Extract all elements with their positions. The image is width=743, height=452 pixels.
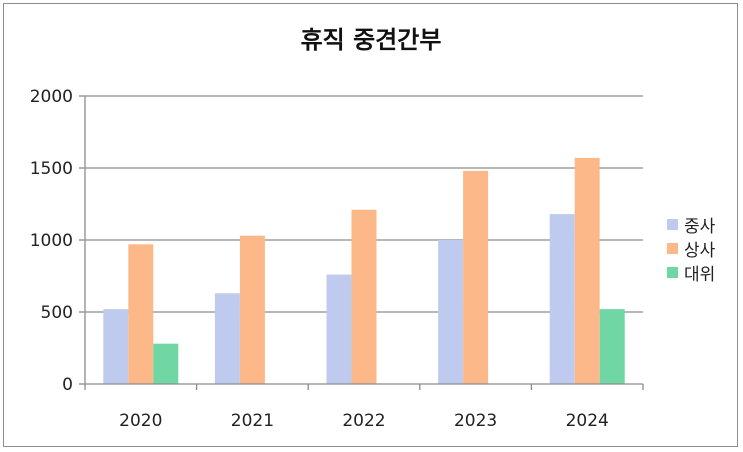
y-tick-label: 2000 bbox=[30, 87, 73, 107]
y-tick-label: 0 bbox=[62, 375, 73, 395]
bar-상사-2023 bbox=[463, 170, 489, 384]
legend-swatch-상사 bbox=[667, 243, 678, 254]
legend-label: 대위 bbox=[684, 265, 715, 285]
legend-swatch-대위 bbox=[667, 267, 678, 278]
bar-상사-2022 bbox=[351, 209, 377, 384]
x-tick-label: 2022 bbox=[342, 411, 385, 431]
x-axis-ticks: 2020 2021 2022 2023 2024 bbox=[84, 384, 644, 431]
bar-대위-2024 bbox=[599, 309, 625, 384]
bar-중사-2022 bbox=[326, 274, 352, 384]
bars bbox=[103, 157, 625, 384]
x-tick-label: 2020 bbox=[119, 411, 162, 431]
legend-label: 중사 bbox=[684, 217, 716, 237]
x-tick-label: 2021 bbox=[231, 411, 274, 431]
bar-대위-2020 bbox=[153, 343, 179, 384]
bar-중사-2021 bbox=[214, 293, 240, 384]
x-tick-label: 2023 bbox=[454, 411, 497, 431]
chart-title: 휴직 중견간부 bbox=[301, 26, 442, 54]
y-tick-label: 1500 bbox=[30, 159, 73, 179]
bar-중사-2024 bbox=[549, 214, 575, 384]
bar-상사-2021 bbox=[239, 235, 265, 384]
legend-label: 상사 bbox=[684, 241, 716, 261]
y-axis-ticks: 0 500 1000 1500 2000 bbox=[30, 87, 85, 395]
y-tick-label: 500 bbox=[41, 303, 73, 323]
bar-중사-2023 bbox=[438, 240, 464, 384]
x-tick-label: 2024 bbox=[566, 411, 609, 431]
legend-swatch-중사 bbox=[667, 219, 678, 230]
bar-중사-2020 bbox=[103, 309, 129, 384]
axes bbox=[84, 96, 643, 385]
bar-상사-2020 bbox=[128, 244, 154, 384]
bar-상사-2024 bbox=[574, 157, 600, 384]
y-tick-label: 1000 bbox=[30, 231, 73, 251]
